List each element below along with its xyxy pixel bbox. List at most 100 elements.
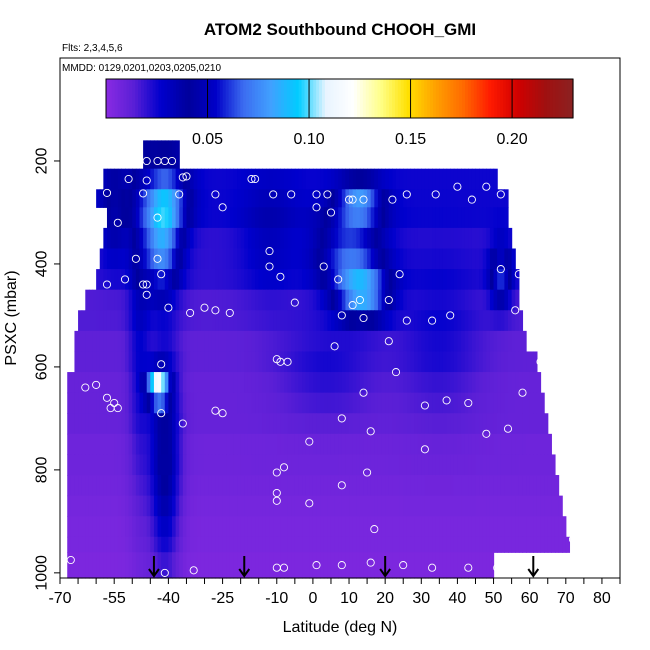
sample-point <box>482 182 491 191</box>
heatmap-cell <box>153 475 159 497</box>
heatmap-cell <box>500 248 505 270</box>
heatmap-cell <box>208 310 213 332</box>
heatmap-cell <box>345 536 350 553</box>
heatmap-cell <box>287 269 292 291</box>
heatmap-cell <box>128 536 133 553</box>
heatmap-cell <box>193 454 198 476</box>
heatmap-cell <box>265 330 271 353</box>
colorbar-segment <box>170 79 174 118</box>
heatmap-cell <box>453 189 459 208</box>
heatmap-cell <box>327 189 332 208</box>
heatmap-cell <box>85 536 90 553</box>
heatmap-cell <box>164 495 169 517</box>
colorbar-segment <box>158 79 163 118</box>
heatmap-cell <box>153 351 159 373</box>
heatmap-cell <box>374 351 379 373</box>
heatmap-cell <box>327 495 332 517</box>
heatmap-cell <box>182 475 188 497</box>
heatmap-cell <box>316 189 321 208</box>
heatmap-cell <box>414 310 419 332</box>
heatmap-cell <box>128 392 133 414</box>
heatmap-cell <box>504 516 509 538</box>
heatmap-cell <box>479 536 484 553</box>
heatmap-cell <box>168 330 173 353</box>
heatmap-cell <box>471 189 477 208</box>
heatmap-cell <box>446 413 451 435</box>
heatmap-cell <box>424 536 430 553</box>
colorbar-segment <box>114 79 119 118</box>
heatmap-cell <box>276 536 281 553</box>
heatmap-cell <box>168 289 173 311</box>
heatmap-cell <box>269 516 274 538</box>
heatmap-cell <box>464 516 469 538</box>
heatmap-cell <box>294 372 300 394</box>
heatmap-cell <box>305 552 310 579</box>
heatmap-cell <box>518 413 524 435</box>
heatmap-cell <box>215 227 220 250</box>
colorbar-segment <box>243 79 247 118</box>
heatmap-cell <box>341 536 347 553</box>
heatmap-cell <box>334 552 339 579</box>
heatmap-cell <box>182 330 188 353</box>
heatmap-cell <box>554 495 560 517</box>
heatmap-cell <box>396 330 401 353</box>
heatmap-cell <box>150 413 155 435</box>
heatmap-cell <box>117 536 123 553</box>
colorbar-segment <box>143 79 148 118</box>
heatmap-cell <box>139 454 144 476</box>
heatmap-cell <box>85 372 90 394</box>
heatmap-cell <box>471 495 477 517</box>
y-tick-label: 800 <box>34 456 51 483</box>
heatmap-cell <box>475 248 480 270</box>
heatmap-cell <box>135 495 141 517</box>
heatmap-cell <box>78 413 83 435</box>
heatmap-cell <box>88 536 94 553</box>
heatmap-cell <box>78 351 83 373</box>
heatmap-cell <box>280 516 285 538</box>
heatmap-cell <box>508 289 513 311</box>
heatmap-cell <box>204 413 209 435</box>
heatmap-cell <box>284 351 289 373</box>
heatmap-cell <box>312 454 318 476</box>
heatmap-cell <box>153 454 159 476</box>
heatmap-cell <box>121 552 126 579</box>
heatmap-cell <box>186 269 191 291</box>
heatmap-cell <box>139 310 144 332</box>
heatmap-cell <box>276 207 281 229</box>
heatmap-cell <box>273 392 278 414</box>
heatmap-cell <box>338 227 343 250</box>
heatmap-cell <box>497 207 502 229</box>
heatmap-cell <box>479 454 484 476</box>
heatmap-cell <box>370 516 375 538</box>
heatmap-cell <box>305 168 310 190</box>
heatmap-cell <box>453 454 459 476</box>
colorbar-segment <box>336 79 341 118</box>
heatmap-cell <box>143 454 148 476</box>
x-tick-label: 40 <box>449 590 467 607</box>
heatmap-cell <box>334 207 339 229</box>
heatmap-cell <box>96 372 101 394</box>
heatmap-cell <box>349 516 354 538</box>
heatmap-cell <box>175 433 180 456</box>
heatmap-cell <box>146 516 151 538</box>
heatmap-cell <box>453 413 459 435</box>
sample-point <box>113 404 122 413</box>
heatmap-cell <box>92 552 97 579</box>
x-tick-label: 60 <box>521 590 539 607</box>
heatmap-cell <box>511 289 516 311</box>
heatmap-cell <box>106 454 112 476</box>
heatmap-cell <box>218 413 224 435</box>
heatmap-cell <box>439 433 444 456</box>
heatmap-cell <box>70 372 76 394</box>
heatmap-cell <box>294 536 300 553</box>
heatmap-cell <box>479 433 484 456</box>
heatmap-cell <box>442 330 448 353</box>
heatmap-cell <box>218 310 224 332</box>
colorbar-segment <box>313 79 317 118</box>
sample-point <box>355 295 364 305</box>
heatmap-cell <box>428 454 433 476</box>
heatmap-cell <box>85 330 90 353</box>
heatmap-cell <box>489 227 495 250</box>
heatmap-cell <box>410 330 415 353</box>
sample-point <box>124 174 133 184</box>
